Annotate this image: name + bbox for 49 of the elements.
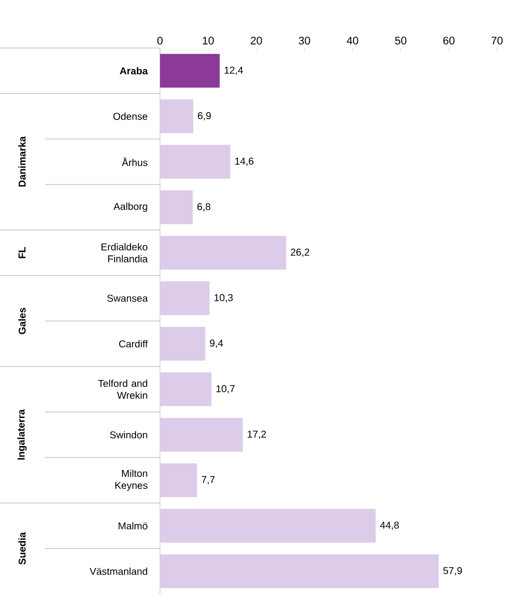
x-tick-label: 60: [443, 36, 455, 44]
data-label: 17,2: [248, 430, 266, 439]
data-label: 6,8: [197, 203, 210, 212]
bar: [160, 54, 220, 88]
text: Ingalaterra: [17, 409, 27, 460]
text: Danimarka: [18, 136, 26, 187]
x-tick-label: 40: [346, 36, 358, 44]
x-tick-label: 20: [250, 36, 262, 44]
x-tick-label: 10: [202, 36, 214, 44]
y-tick-label: Swansea: [107, 294, 148, 302]
data-label: 57,9: [443, 567, 462, 576]
y-tick-label: Cardiff: [119, 340, 148, 348]
bar: [160, 326, 206, 361]
data-label: 6,9: [198, 112, 211, 120]
y-tick-label: Araba: [120, 67, 148, 74]
y-tick-label: Västmanland: [90, 568, 148, 575]
data-label: 7,7: [202, 476, 215, 484]
y-tick-label: Århus: [122, 157, 148, 166]
data-label: 10,3: [214, 294, 233, 302]
text: Suedia: [18, 532, 26, 565]
y-tick-label: Swindon: [110, 431, 148, 438]
x-tick-label: 50: [395, 36, 406, 44]
data-label: 9,4: [210, 340, 224, 348]
y-tick-label: Milton Keynes: [115, 470, 148, 491]
data-label: 10,7: [216, 385, 235, 394]
bar: [160, 99, 194, 134]
bar: [160, 463, 198, 498]
data-label: 26,2: [290, 248, 310, 257]
data-label: 44,8: [380, 522, 399, 530]
bar: [160, 236, 286, 270]
bar: [160, 508, 376, 543]
bar: [160, 190, 193, 224]
bar: [160, 281, 210, 316]
data-label: 14,6: [235, 158, 254, 166]
bar: [160, 554, 439, 588]
x-tick-label: 30: [298, 36, 310, 44]
bar: [160, 418, 243, 452]
y-tick-label: Aalborg: [113, 202, 148, 212]
y-tick-label: Odense: [113, 112, 148, 120]
y-tick-label: Malmö: [118, 522, 148, 530]
text: FL: [18, 246, 26, 258]
text: Gales: [18, 308, 26, 334]
data-label: 12,4: [224, 66, 243, 75]
y-tick-label: Telford and Wrekin: [98, 380, 148, 399]
y-tick-label: Erdialdeko Finlandia: [102, 243, 148, 262]
bar: [160, 144, 230, 179]
x-tick-label: 0: [157, 36, 163, 44]
bar: [160, 372, 212, 406]
x-tick-label: 70: [491, 36, 503, 44]
